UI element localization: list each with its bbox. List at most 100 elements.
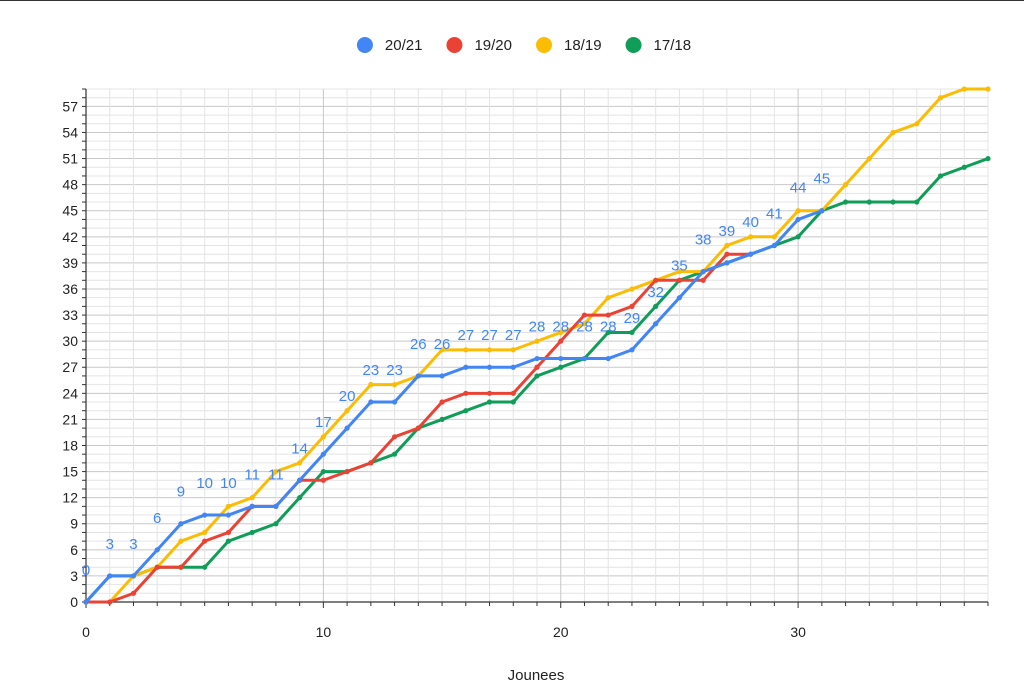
y-tick-label: 30 [62, 333, 78, 349]
data-point-17-18 [558, 364, 564, 370]
y-tick-label: 6 [70, 542, 78, 558]
data-label: 27 [505, 327, 522, 344]
data-point-17-18 [653, 303, 659, 309]
data-point-20-21 [154, 547, 160, 553]
x-tick-label: 0 [82, 624, 90, 640]
legend-marker-18-19 [536, 37, 552, 53]
data-point-18-19 [344, 408, 350, 414]
data-label: 20 [339, 388, 356, 405]
data-point-17-18 [297, 495, 303, 501]
y-tick-label: 24 [62, 385, 78, 401]
data-point-19-20 [700, 277, 706, 283]
data-label: 28 [576, 319, 593, 336]
data-point-17-18 [202, 564, 208, 570]
data-point-18-19 [249, 495, 255, 501]
data-point-18-19 [961, 86, 967, 92]
data-point-17-18 [463, 408, 469, 414]
data-point-17-18 [914, 199, 920, 205]
data-point-18-19 [510, 347, 516, 353]
data-point-18-19 [629, 286, 635, 292]
x-axis-title: Jounees [508, 667, 565, 684]
data-point-18-19 [534, 338, 540, 344]
data-label: 39 [719, 223, 736, 240]
data-point-19-20 [534, 364, 540, 370]
data-label: 9 [177, 484, 185, 501]
data-point-19-20 [202, 538, 208, 544]
data-point-20-21 [107, 573, 113, 579]
data-point-20-21 [700, 268, 706, 275]
data-point-18-19 [297, 460, 303, 466]
data-point-20-21 [249, 503, 255, 509]
data-point-20-21 [344, 425, 350, 431]
data-point-20-21 [819, 208, 825, 214]
y-tick-label: 57 [62, 98, 78, 114]
data-point-20-21 [463, 364, 469, 370]
data-point-18-19 [486, 347, 493, 353]
data-point-17-18 [486, 399, 493, 405]
data-label: 3 [129, 536, 137, 553]
y-tick-label: 54 [62, 124, 78, 140]
data-point-18-19 [368, 382, 374, 388]
data-label: 27 [457, 327, 474, 344]
data-point-20-21 [415, 373, 421, 379]
data-point-19-20 [676, 277, 683, 283]
data-point-20-21 [605, 355, 611, 362]
data-point-19-20 [320, 477, 326, 483]
data-point-17-18 [890, 199, 896, 205]
x-tick-label: 30 [790, 624, 806, 640]
legend-label-17-18: 17/18 [654, 37, 692, 54]
data-point-17-18 [225, 538, 232, 544]
legend-marker-17-18 [625, 37, 642, 53]
data-point-18-19 [391, 382, 398, 388]
data-point-18-19 [581, 321, 588, 327]
data-point-18-19 [748, 234, 754, 240]
data-point-19-20 [486, 390, 493, 396]
legend-marker-20-21 [356, 37, 373, 53]
data-point-20-21 [748, 251, 754, 257]
series-lines [83, 86, 991, 605]
data-point-17-18 [961, 164, 967, 170]
data-point-20-21 [534, 355, 540, 362]
data-point-19-20 [653, 277, 659, 283]
data-point-18-19 [795, 208, 801, 214]
data-label: 28 [529, 319, 546, 336]
data-point-20-21 [297, 477, 303, 483]
data-label: 17 [315, 414, 332, 431]
data-label: 3 [106, 536, 114, 553]
data-point-20-21 [83, 599, 89, 605]
y-tick-label: 27 [62, 359, 78, 375]
data-point-20-21 [202, 512, 208, 518]
data-point-17-18 [985, 155, 991, 162]
data-point-20-21 [724, 260, 730, 266]
data-label: 26 [434, 336, 451, 353]
data-point-18-19 [273, 468, 279, 475]
data-label: 40 [742, 214, 759, 231]
data-point-17-18 [534, 373, 540, 379]
top-border [0, 0, 1024, 1]
data-point-18-19 [676, 268, 683, 275]
data-label: 11 [244, 466, 260, 483]
data-point-19-20 [605, 312, 611, 318]
data-point-20-21 [558, 355, 564, 362]
data-point-17-18 [605, 329, 611, 336]
data-point-17-18 [937, 173, 944, 179]
data-point-19-20 [154, 564, 160, 570]
data-point-17-18 [249, 529, 255, 536]
data-point-18-19 [320, 434, 326, 440]
data-point-19-20 [178, 564, 184, 570]
data-point-17-18 [391, 451, 398, 457]
x-tick-label: 20 [553, 624, 569, 640]
y-tick-label: 51 [62, 151, 78, 167]
data-point-18-19 [202, 529, 208, 536]
data-point-19-20 [581, 312, 588, 318]
y-tick-label: 0 [70, 594, 78, 610]
legend: 20/21 19/20 18/19 17/18 [356, 37, 692, 54]
y-tick-label: 9 [70, 516, 78, 532]
data-point-17-18 [842, 199, 849, 205]
data-point-18-19 [178, 538, 184, 544]
data-point-20-21 [771, 242, 777, 249]
data-point-20-21 [629, 347, 635, 353]
